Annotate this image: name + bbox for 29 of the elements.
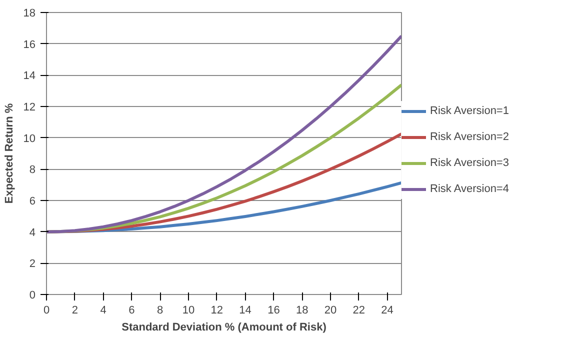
legend-label: Risk Aversion=2: [430, 131, 509, 143]
x-tick-label: 6: [128, 304, 135, 316]
y-tick-label: 14: [23, 70, 36, 82]
y-tick-label: 0: [29, 290, 36, 302]
x-tick-label: 8: [157, 304, 164, 316]
x-tick-label: 2: [72, 304, 78, 316]
x-tick-label: 18: [296, 304, 308, 316]
x-tick-label: 4: [100, 304, 106, 316]
y-tick-label: 18: [23, 8, 36, 20]
y-tick-label: 10: [23, 132, 36, 145]
y-tick-label: 12: [23, 102, 36, 114]
x-tick-label: 14: [239, 304, 252, 316]
legend-label: Risk Aversion=4: [430, 183, 509, 195]
y-tick-label: 6: [29, 196, 36, 208]
x-tick-label: 0: [43, 304, 50, 316]
legend-label: Risk Aversion=1: [430, 105, 509, 117]
x-tick-label: 24: [381, 304, 394, 316]
legend-label: Risk Aversion=3: [430, 157, 509, 169]
y-tick-label: 4: [29, 226, 36, 239]
x-tick-label: 22: [352, 304, 366, 316]
y-tick-label: 16: [23, 38, 36, 51]
x-axis-title: Standard Deviation % (Amount of Risk): [122, 322, 327, 334]
x-tick-label: 20: [324, 304, 337, 316]
x-tick-label: 12: [210, 304, 224, 316]
y-axis-title: Expected Return %: [3, 103, 16, 204]
y-tick-label: 8: [29, 164, 36, 176]
x-tick-label: 16: [268, 304, 280, 316]
x-tick-label: 10: [182, 304, 195, 316]
y-tick-label: 2: [29, 258, 36, 270]
